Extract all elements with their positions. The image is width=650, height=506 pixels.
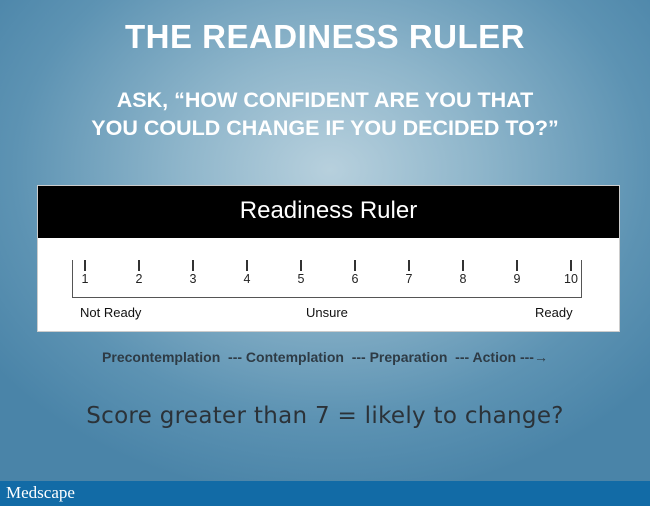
tick-label: 8 [459,272,467,286]
tick-line [246,260,248,271]
slide-title: THE READINESS RULER [124,18,526,55]
tick-line [300,260,302,271]
ruler-bracket [72,260,582,298]
label-unsure: Unsure [306,305,348,320]
tick-label: 5 [297,272,305,286]
ruler-tick: 9 [507,260,527,286]
score-text: Score greater than 7 = likely to change? [86,403,564,429]
tick-line [138,260,140,271]
tick-label: 3 [189,272,197,286]
tick-line [354,260,356,271]
ruler-header: Readiness Ruler [38,186,619,238]
footer-bar: Medscape [0,481,650,506]
ruler-tick: 8 [453,260,473,286]
tick-line [408,260,410,271]
ruler-tick: 10 [561,260,581,286]
label-not-ready: Not Ready [80,305,142,320]
tick-line [570,260,572,271]
label-ready: Ready [535,305,573,320]
slide-subtitle: ASK, “HOW CONFIDENT ARE YOU THAT YOU COU… [0,86,650,142]
tick-label: 1 [81,272,89,286]
tick-line [84,260,86,271]
tick-label: 6 [351,272,359,286]
ruler-tick: 1 [75,260,95,286]
tick-label: 9 [513,272,521,286]
tick-label: 2 [135,272,143,286]
subtitle-line-2: YOU COULD CHANGE IF YOU DECIDED TO?” [91,116,559,140]
ruler-tick: 2 [129,260,149,286]
tick-line [516,260,518,271]
stages-of-change: Precontemplation --- Contemplation --- P… [102,349,548,365]
tick-line [462,260,464,271]
ruler-tick: 5 [291,260,311,286]
ruler-tick: 7 [399,260,419,286]
tick-label: 4 [243,272,251,286]
ruler-tick: 4 [237,260,257,286]
medscape-logo: Medscape [6,483,75,502]
tick-label: 10 [564,272,578,286]
ruler-tick: 3 [183,260,203,286]
tick-line [192,260,194,271]
readiness-ruler: Readiness Ruler 1 2 3 4 5 6 7 8 9 10 Not Ready Un… [37,185,620,332]
tick-label: 7 [405,272,413,286]
ruler-tick: 6 [345,260,365,286]
subtitle-line-1: ASK, “HOW CONFIDENT ARE YOU THAT [116,88,534,112]
